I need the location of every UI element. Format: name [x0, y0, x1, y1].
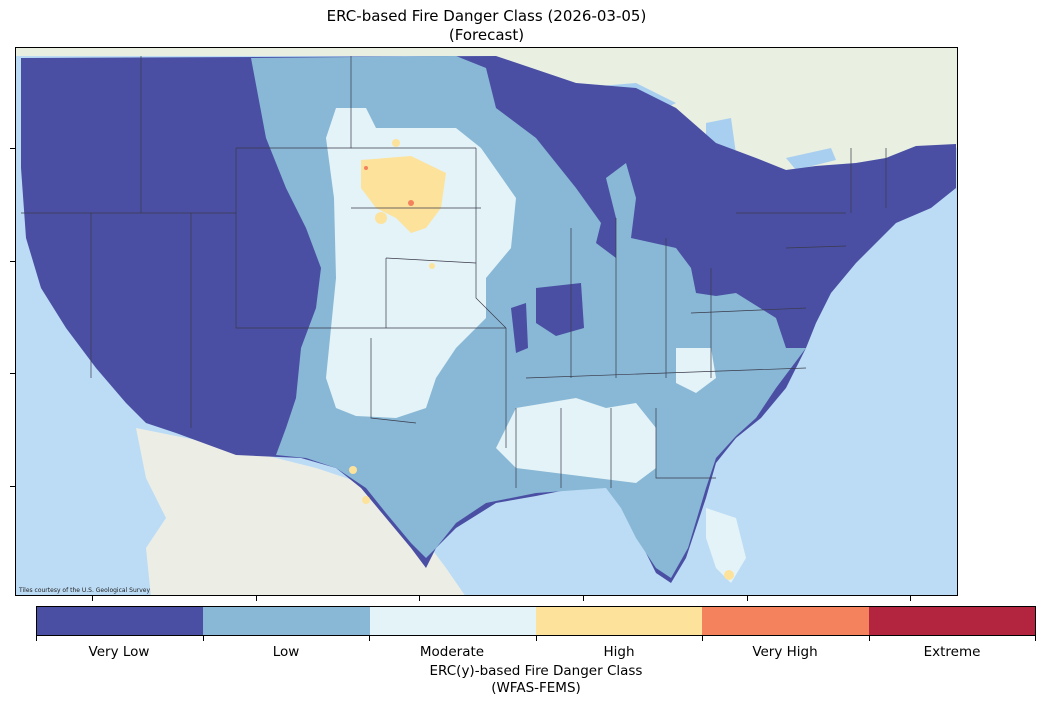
danger-very-high-spot	[408, 200, 414, 206]
colorbar-tick	[203, 636, 204, 641]
colorbar-segment-low	[203, 607, 370, 635]
colorbar-label-moderate: Moderate	[419, 644, 485, 660]
colorbar-tick	[702, 636, 703, 641]
danger-high-spot	[429, 263, 435, 269]
danger-high-spot	[724, 570, 734, 580]
danger-very-high-spot	[364, 166, 368, 170]
colorbar-title: ERC(y)-based Fire Danger Class (WFAS-FEM…	[36, 663, 1036, 697]
colorbar-segment-very-high	[702, 607, 869, 635]
x-axis-tick	[747, 596, 748, 601]
danger-moderate-carolinas	[676, 348, 716, 393]
danger-high-spot	[392, 139, 400, 147]
danger-moderate-south	[496, 398, 656, 483]
mexico-land	[136, 428, 465, 595]
danger-high-spot	[349, 466, 357, 474]
y-axis-tick	[10, 373, 15, 374]
colorbar-tick	[536, 636, 537, 641]
danger-very-low-patch	[511, 303, 528, 353]
x-axis-tick	[92, 596, 93, 601]
colorbar-title-line-1: ERC(y)-based Fire Danger Class	[429, 663, 643, 679]
colorbar-label-very-low: Very Low	[88, 644, 150, 660]
colorbar-tick	[1035, 636, 1036, 641]
colorbar-label-extreme: Extreme	[923, 644, 981, 660]
colorbar-tick	[36, 636, 37, 641]
colorbar-title-line-2: (WFAS-FEMS)	[491, 680, 581, 696]
x-axis-tick	[419, 596, 420, 601]
colorbar-tick	[369, 636, 370, 641]
danger-high-spot	[375, 212, 387, 224]
title-line-2: (Forecast)	[448, 26, 525, 44]
x-axis-tick	[583, 596, 584, 601]
x-axis-tick	[256, 596, 257, 601]
state-boundaries	[21, 56, 887, 488]
danger-moderate-florida	[706, 508, 746, 583]
colorbar-segment-high	[535, 607, 703, 635]
colorbar	[36, 606, 1036, 636]
map-panel[interactable]: Tiles courtesy of the U.S. Geological Su…	[15, 47, 958, 596]
chart-title: ERC-based Fire Danger Class (2026-03-05)…	[0, 7, 973, 45]
danger-high	[361, 156, 446, 233]
y-axis-tick	[10, 148, 15, 149]
map-attribution: Tiles courtesy of the U.S. Geological Su…	[19, 587, 151, 594]
x-axis-tick	[910, 596, 911, 601]
map-svg	[16, 48, 957, 595]
lake-ontario	[786, 148, 836, 170]
danger-high-spot	[362, 496, 370, 504]
y-axis-tick	[10, 261, 15, 262]
colorbar-label-low: Low	[272, 644, 300, 660]
title-line-1: ERC-based Fire Danger Class (2026-03-05)	[326, 7, 647, 25]
colorbar-label-very-high: Very High	[752, 644, 818, 660]
colorbar-segment-moderate	[369, 607, 536, 635]
danger-very-low-patch	[536, 283, 584, 336]
colorbar-tick	[869, 636, 870, 641]
colorbar-segment-extreme	[868, 607, 1035, 635]
colorbar-segment-very-low	[37, 607, 204, 635]
y-axis-tick	[10, 486, 15, 487]
colorbar-label-high: High	[603, 644, 635, 660]
